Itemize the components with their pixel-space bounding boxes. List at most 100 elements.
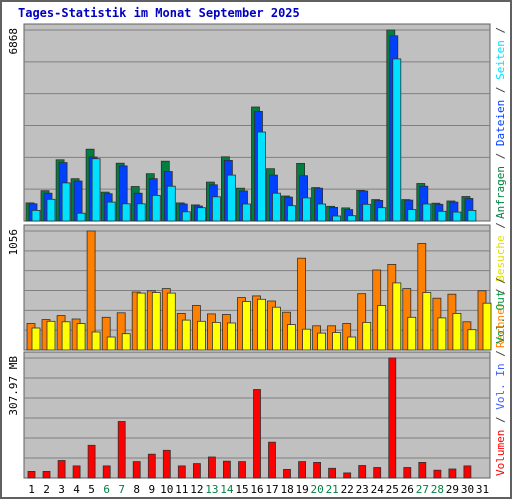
panel-legend: Volumen / Vol. In / Vol. Out / bbox=[494, 277, 507, 476]
x-tick-label: 9 bbox=[148, 483, 155, 496]
bar-besuche-day-31 bbox=[482, 302, 492, 351]
bar-volumen-day-23 bbox=[358, 465, 367, 479]
bar-seiten-day-14 bbox=[226, 174, 236, 222]
bar-rechner-day-23 bbox=[357, 293, 367, 351]
bar-rechner-day-7 bbox=[116, 312, 126, 351]
bar-besuche-day-12 bbox=[196, 320, 206, 351]
x-tick-label: 22 bbox=[341, 483, 354, 496]
bar-besuche-day-28 bbox=[437, 317, 447, 351]
legend-entry: Vol. Out bbox=[494, 291, 507, 344]
bar-seiten-day-3 bbox=[61, 182, 71, 222]
bar-rechner-day-6 bbox=[101, 316, 111, 351]
bar-volumen-day-5 bbox=[87, 444, 96, 479]
bar-seiten-day-16 bbox=[257, 131, 266, 222]
bar-volumen-day-9 bbox=[147, 453, 156, 479]
bar-seiten-day-20 bbox=[317, 203, 327, 222]
legend-separator: / bbox=[494, 27, 507, 40]
legend-separator: / bbox=[494, 344, 507, 364]
bar-volumen-day-19 bbox=[298, 461, 307, 479]
bar-volumen-day-11 bbox=[177, 465, 186, 479]
x-tick-label: 19 bbox=[295, 483, 308, 496]
bar-seiten-day-6 bbox=[106, 201, 116, 222]
bar-volumen-day-3 bbox=[57, 460, 66, 479]
x-tick-label: 5 bbox=[88, 483, 95, 496]
y-max-label: 6868 bbox=[7, 28, 20, 55]
x-tick-label: 2 bbox=[43, 483, 50, 496]
legend-entry: Vol. In bbox=[494, 363, 507, 409]
x-tick-label: 30 bbox=[461, 483, 474, 496]
bar-seiten-day-7 bbox=[121, 203, 131, 222]
x-tick-label: 25 bbox=[386, 483, 399, 496]
legend-separator: / bbox=[494, 410, 507, 430]
x-tick-label: 12 bbox=[190, 483, 203, 496]
bar-seiten-day-2 bbox=[46, 198, 56, 222]
bar-volumen-day-26 bbox=[403, 467, 412, 479]
legend-separator: / bbox=[494, 80, 507, 100]
bar-volumen-day-29 bbox=[448, 468, 457, 479]
x-tick-label: 7 bbox=[118, 483, 125, 496]
bar-rechner-day-19 bbox=[297, 257, 307, 351]
bar-seiten-day-18 bbox=[287, 205, 296, 222]
bar-seiten-day-4 bbox=[76, 212, 86, 222]
bar-volumen-day-20 bbox=[313, 461, 322, 479]
x-tick-label: 6 bbox=[103, 483, 110, 496]
bar-besuche-day-30 bbox=[467, 329, 477, 351]
legend-separator: / bbox=[494, 277, 507, 290]
x-tick-label: 1 bbox=[28, 483, 35, 496]
bar-volumen-day-13 bbox=[207, 456, 216, 479]
x-tick-label: 13 bbox=[205, 483, 218, 496]
x-tick-label: 20 bbox=[310, 483, 323, 496]
legend-separator: / bbox=[494, 146, 507, 166]
bar-seiten-day-26 bbox=[407, 209, 417, 222]
x-tick-label: 31 bbox=[476, 483, 489, 496]
legend-entry: Anfragen bbox=[494, 166, 507, 219]
bar-volumen-day-25 bbox=[388, 357, 397, 479]
bar-volumen-day-17 bbox=[268, 441, 276, 479]
bar-seiten-day-24 bbox=[377, 207, 387, 222]
bar-volumen-day-4 bbox=[72, 465, 81, 479]
bar-seiten-day-21 bbox=[332, 215, 342, 222]
x-tick-label: 16 bbox=[250, 483, 263, 496]
bar-seiten-day-22 bbox=[347, 215, 357, 222]
legend-separator: / bbox=[494, 282, 507, 302]
bar-volumen-day-1 bbox=[27, 470, 36, 479]
bar-volumen-day-12 bbox=[192, 463, 201, 479]
bar-seiten-day-1 bbox=[31, 209, 41, 222]
bar-seiten-day-12 bbox=[196, 207, 206, 222]
bar-besuche-day-20 bbox=[317, 332, 327, 351]
bar-besuche-day-21 bbox=[332, 332, 342, 351]
bar-volumen-day-18 bbox=[283, 468, 291, 479]
panel-legend: Rechner / Besuche / bbox=[494, 222, 507, 348]
bar-volumen-day-21 bbox=[328, 467, 337, 479]
bar-seiten-day-27 bbox=[422, 203, 432, 222]
x-tick-label: 23 bbox=[356, 483, 369, 496]
legend-entry: Seiten bbox=[494, 40, 507, 80]
bar-besuche-day-10 bbox=[166, 292, 176, 351]
bar-besuche-day-5 bbox=[91, 331, 101, 351]
legend-entry: Rechner bbox=[494, 301, 507, 348]
x-tick-label: 21 bbox=[326, 483, 339, 496]
y-max-label: 307.97 MB bbox=[7, 356, 20, 416]
x-tick-label: 18 bbox=[280, 483, 293, 496]
bar-seiten-day-29 bbox=[452, 211, 462, 222]
bar-besuche-day-6 bbox=[106, 336, 116, 351]
bar-besuche-day-17 bbox=[272, 306, 281, 351]
bar-seiten-day-23 bbox=[362, 203, 372, 222]
bar-rechner-day-5 bbox=[86, 230, 96, 351]
bar-seiten-day-11 bbox=[181, 211, 191, 222]
bar-seiten-day-9 bbox=[151, 194, 161, 222]
chart-panels: 6868 Anfragen / Dateien / Seiten / 1056 Re… bbox=[7, 23, 507, 479]
x-tick-label: 27 bbox=[416, 483, 429, 496]
bar-besuche-day-1 bbox=[31, 327, 41, 351]
bar-besuche-day-27 bbox=[422, 292, 432, 351]
bar-besuche-day-2 bbox=[46, 320, 56, 351]
bar-volumen-day-30 bbox=[463, 465, 472, 479]
x-tick-label: 11 bbox=[175, 483, 188, 496]
bar-seiten-day-28 bbox=[437, 210, 447, 222]
legend-entry: Volumen bbox=[494, 430, 507, 476]
bar-besuche-day-22 bbox=[347, 336, 357, 351]
bar-volumen-day-2 bbox=[42, 470, 51, 479]
bar-seiten-day-13 bbox=[211, 196, 221, 222]
bar-volumen-day-10 bbox=[162, 449, 171, 479]
